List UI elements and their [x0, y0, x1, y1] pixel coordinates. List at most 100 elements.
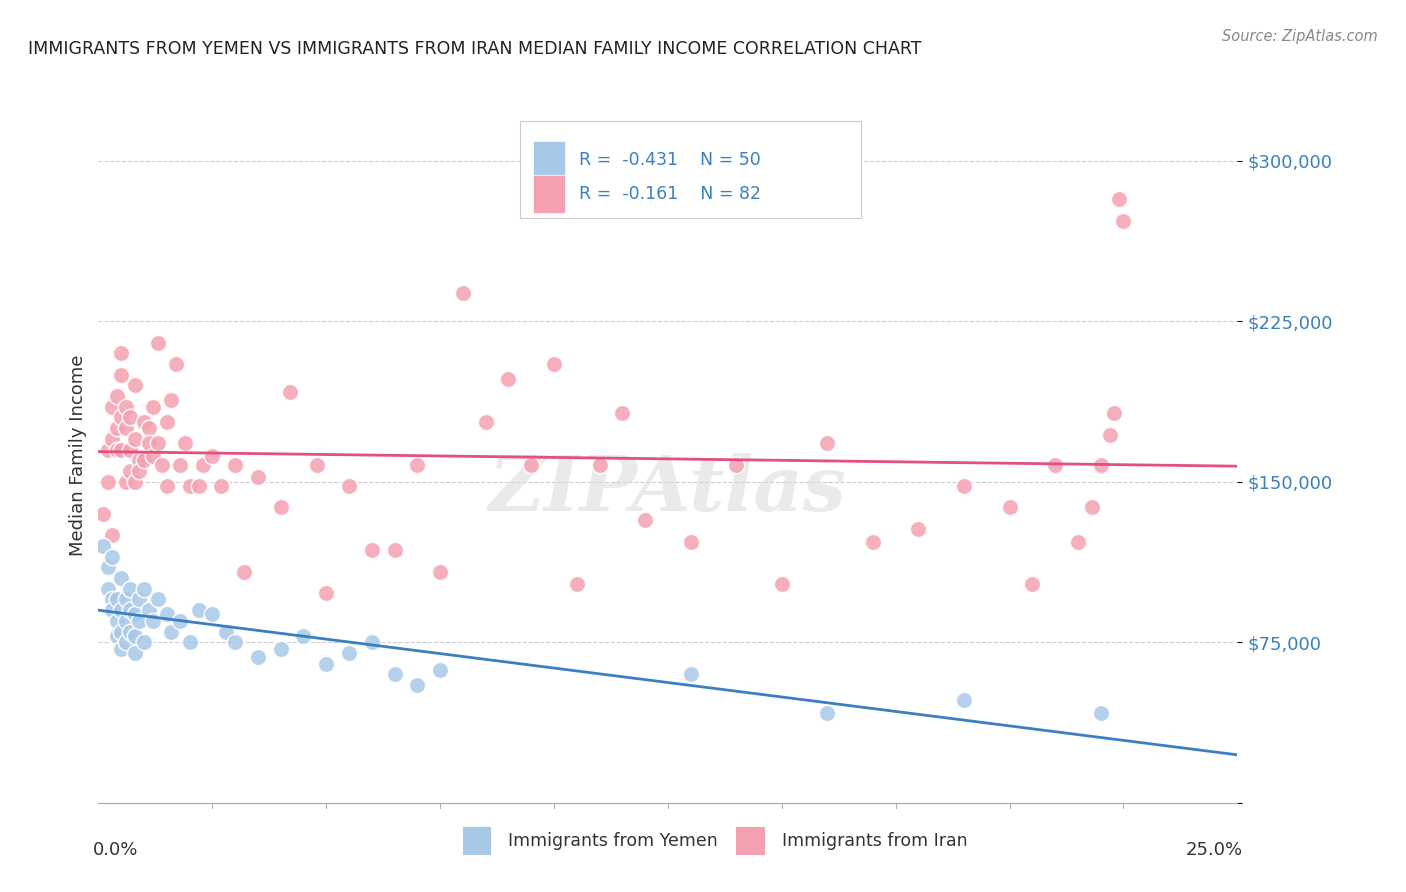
Point: [114, 421, 136, 435]
Point: [543, 357, 565, 371]
Point: [498, 372, 520, 386]
Point: [110, 641, 132, 656]
Point: [142, 449, 165, 463]
Point: [179, 479, 201, 493]
Point: [138, 436, 160, 450]
Point: [1112, 213, 1135, 227]
Point: [120, 464, 142, 478]
Point: [101, 603, 124, 617]
Point: [146, 335, 169, 350]
Point: [124, 378, 146, 392]
Point: [634, 513, 657, 527]
Point: [406, 678, 429, 692]
Point: [132, 635, 155, 649]
Point: [160, 393, 183, 408]
Point: [209, 479, 232, 493]
Point: [429, 565, 451, 579]
Point: [998, 500, 1021, 515]
Point: [1104, 406, 1126, 420]
Point: [292, 629, 315, 643]
Point: [91, 507, 114, 521]
Point: [179, 635, 201, 649]
Point: [337, 646, 360, 660]
Point: [679, 534, 702, 549]
Point: [114, 400, 136, 414]
Text: 25.0%: 25.0%: [1185, 841, 1243, 859]
Point: [1108, 192, 1130, 206]
Point: [169, 614, 191, 628]
Point: [612, 406, 634, 420]
Text: Source: ZipAtlas.com: Source: ZipAtlas.com: [1222, 29, 1378, 44]
Point: [1090, 706, 1112, 720]
Point: [128, 592, 150, 607]
Point: [96, 582, 118, 596]
Point: [124, 432, 146, 446]
Point: [270, 500, 292, 515]
Point: [862, 534, 884, 549]
Point: [120, 582, 142, 596]
Point: [815, 706, 838, 720]
Point: [114, 635, 136, 649]
Point: [128, 464, 150, 478]
Point: [132, 415, 155, 429]
Point: [429, 663, 451, 677]
Point: [105, 389, 128, 403]
Point: [146, 592, 169, 607]
Point: [110, 346, 132, 360]
Point: [246, 470, 269, 484]
Point: [160, 624, 183, 639]
Point: [565, 577, 588, 591]
Point: [96, 475, 118, 489]
Text: 0.0%: 0.0%: [93, 841, 138, 859]
Point: [384, 543, 406, 558]
Point: [110, 410, 132, 425]
Point: [278, 384, 301, 399]
Text: R =  -0.161    N = 82: R = -0.161 N = 82: [579, 185, 761, 203]
Point: [150, 458, 173, 472]
Point: [1043, 458, 1066, 472]
Point: [146, 436, 169, 450]
Point: [588, 458, 610, 472]
Text: R =  -0.431    N = 50: R = -0.431 N = 50: [579, 151, 761, 169]
Point: [520, 458, 543, 472]
Point: [815, 436, 838, 450]
Point: [132, 453, 155, 467]
Point: [105, 614, 128, 628]
Point: [233, 565, 256, 579]
Point: [105, 442, 128, 457]
Point: [138, 603, 160, 617]
Point: [174, 436, 197, 450]
Point: [224, 635, 246, 649]
Point: [114, 614, 136, 628]
Point: [96, 560, 118, 574]
Point: [1021, 577, 1043, 591]
Point: [132, 582, 155, 596]
Point: [224, 458, 246, 472]
Point: [142, 614, 165, 628]
Point: [114, 592, 136, 607]
Point: [360, 543, 382, 558]
Bar: [737, 827, 765, 855]
Point: [101, 432, 124, 446]
Point: [187, 603, 209, 617]
Point: [770, 577, 793, 591]
Point: [124, 607, 146, 622]
Point: [110, 603, 132, 617]
Point: [451, 286, 474, 301]
Point: [360, 635, 382, 649]
Y-axis label: Median Family Income: Median Family Income: [69, 354, 87, 556]
Text: Immigrants from Yemen: Immigrants from Yemen: [509, 832, 718, 850]
Point: [156, 479, 179, 493]
Point: [120, 442, 142, 457]
Point: [120, 603, 142, 617]
Point: [215, 624, 238, 639]
Point: [1067, 534, 1090, 549]
Point: [138, 421, 160, 435]
Point: [110, 368, 132, 382]
Point: [156, 607, 179, 622]
Point: [101, 528, 124, 542]
Point: [165, 357, 187, 371]
Point: [246, 650, 269, 665]
Point: [105, 421, 128, 435]
FancyBboxPatch shape: [520, 121, 862, 219]
